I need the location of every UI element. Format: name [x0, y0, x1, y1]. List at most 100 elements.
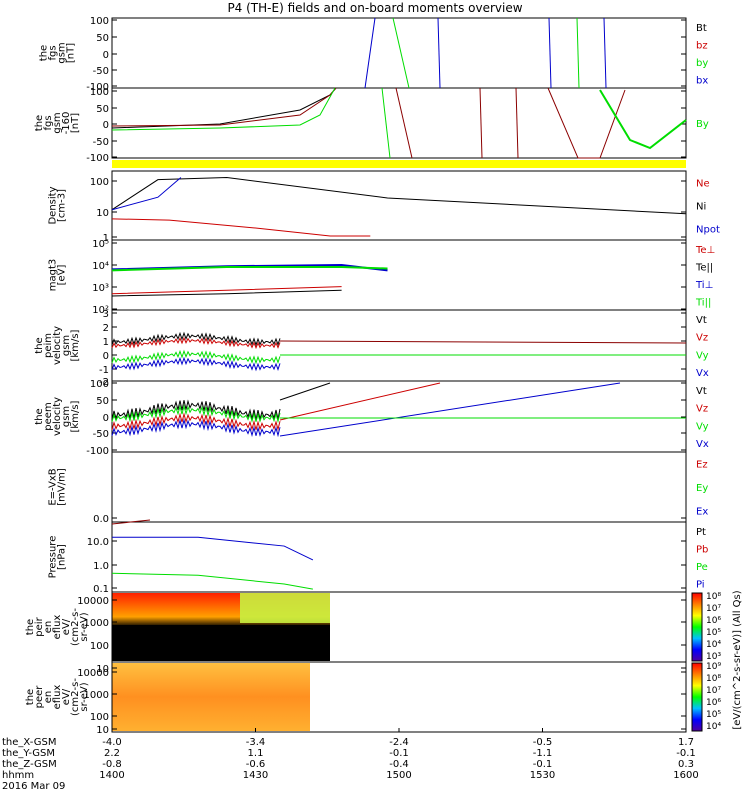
x-row-label: the_Y-GSM	[2, 748, 55, 759]
legend-Ey: Ey	[696, 483, 708, 494]
colorbar-label: [eV/(cm^2-s-sr-eV)] (All Qs)	[732, 590, 743, 729]
y-axis-label: gsm	[61, 335, 72, 356]
y-tick-label: 10.0	[87, 537, 109, 548]
legend-Vx: Vx	[696, 368, 709, 379]
y-gsm-value: -0.1	[676, 748, 696, 759]
colorbar-tick: 10⁸	[706, 674, 721, 684]
colorbar-ions	[691, 592, 703, 662]
y-axis-label: en	[43, 621, 54, 634]
y-tick-label: 100	[90, 379, 109, 390]
x-gsm-value: -3.4	[246, 737, 266, 748]
x-row-label: hhmm	[2, 770, 34, 781]
y-tick-label: 10	[96, 208, 109, 219]
spectrogram-ions-low	[112, 625, 330, 661]
y-tick-label: 1000	[84, 690, 109, 701]
y-axis-label: E=-VxB	[48, 468, 59, 505]
y-axis-label: peim	[43, 333, 54, 358]
vt-noise	[111, 331, 281, 347]
legend-Vz: Vz	[696, 404, 708, 415]
y-axis-label: [eV]	[57, 265, 68, 286]
bx-line	[364, 17, 376, 89]
y-tick-label: 0	[103, 413, 109, 424]
y-tick-label: -50	[93, 429, 109, 440]
legend-Vt: Vt	[696, 386, 707, 397]
y-gsm-value: 1.1	[248, 748, 264, 759]
y-tick-label: 2	[103, 323, 109, 334]
colorbar-tick: 10⁷	[706, 686, 721, 696]
y-tick-label: 1	[103, 337, 109, 348]
colorbar-tick: 10⁸	[706, 592, 721, 602]
y-axis-label: gsm	[61, 406, 72, 427]
by-line	[381, 87, 391, 159]
y-axis-label: en	[43, 691, 54, 704]
y-axis-label: eV/	[61, 618, 72, 635]
y-tick-label: 1	[103, 233, 109, 244]
y-tick-label: -1	[99, 365, 109, 376]
panel-frame-3	[111, 239, 687, 311]
y-tick-label: 50	[96, 396, 109, 407]
colorbar-tick: 10⁴	[706, 722, 721, 732]
y-axis-label: Pressure	[48, 536, 59, 579]
y-tick-label: -50	[93, 137, 109, 148]
ni-line	[111, 176, 687, 215]
y-axis-label: [cm-3]	[57, 189, 68, 222]
y-axis-label: Density	[48, 186, 59, 224]
y-axis-label: -160	[61, 112, 72, 135]
legend-Vy: Vy	[696, 350, 709, 361]
y-tick-label: 1.0	[93, 561, 109, 572]
bz-line	[479, 87, 483, 159]
vt-noise	[111, 399, 281, 421]
colorbar-tick: 10⁵	[706, 628, 721, 638]
legend-Pi: Pi	[696, 579, 705, 590]
panel-frame-0	[111, 17, 687, 89]
spectrogram-electrons	[112, 663, 310, 731]
npot-line	[111, 177, 182, 211]
legend-by: by	[696, 58, 708, 69]
y-tick-label: 0	[103, 50, 109, 61]
vx-noise	[111, 418, 281, 438]
y-tick-label: -2	[99, 377, 109, 388]
hhmm-value: 1500	[386, 770, 411, 781]
colorbar-tick: 10⁷	[706, 604, 721, 614]
chart-title: P4 (TH-E) fields and on-board moments ov…	[227, 1, 523, 15]
by-line	[599, 89, 687, 150]
vx-noise	[111, 356, 281, 372]
y-tick-label: 10	[96, 725, 109, 736]
y-tick-label: 10⁴	[92, 261, 109, 272]
z-gsm-value: -0.4	[389, 759, 409, 770]
bx-line	[603, 17, 607, 89]
legend-Vt: Vt	[696, 315, 707, 326]
y-axis-label: the	[25, 689, 36, 705]
bt-line	[111, 87, 337, 129]
bz-line	[515, 87, 519, 159]
z-gsm-value: 0.3	[678, 759, 694, 770]
legend-Ez: Ez	[696, 460, 708, 471]
y-axis-label: (cm2-s-	[70, 608, 81, 646]
vz-line	[279, 382, 441, 421]
legend-bz: bz	[696, 40, 708, 51]
legend-bx: bx	[696, 75, 708, 86]
y-tick-label: -100	[86, 153, 109, 164]
z-gsm-value: -0.6	[246, 759, 266, 770]
z-gsm-value: -0.1	[533, 759, 553, 770]
by-line	[576, 17, 580, 89]
by-line	[392, 17, 410, 89]
x-gsm-value: 1.7	[678, 737, 694, 748]
y-axis-label: [nT]	[66, 43, 77, 63]
y-tick-label: 10³	[92, 283, 109, 294]
legend-Ti⊥: Ti⊥	[695, 280, 713, 291]
hhmm-value: 1430	[243, 770, 268, 781]
y-tick-label: 0.1	[93, 584, 109, 595]
y-axis-label: fgs	[43, 115, 54, 130]
y-tick-label: 10⁵	[92, 239, 109, 250]
y-tick-label: 10²	[92, 305, 109, 316]
colorbar-tick: 10⁹	[706, 662, 721, 672]
y-tick-label: -100	[86, 446, 109, 457]
ez-line	[111, 519, 151, 525]
y-tick-label: 50	[96, 104, 109, 115]
te-perp-line	[111, 286, 342, 295]
hhmm-value: 1400	[99, 770, 124, 781]
panel-frame-1	[111, 87, 687, 159]
y-axis-label: eV/	[61, 688, 72, 705]
